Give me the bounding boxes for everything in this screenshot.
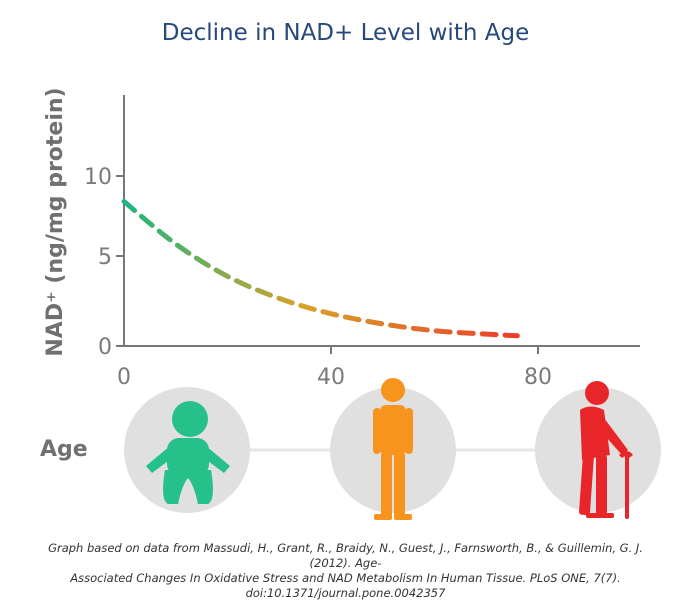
nad-series-points (122, 200, 519, 338)
adult-icon (373, 378, 413, 520)
baby-icon (146, 401, 230, 504)
y-tick-label-5: 5 (98, 245, 112, 270)
age-label: Age (40, 437, 88, 462)
baby-figure (124, 387, 250, 513)
citation: Graph based on data from Massudi, H., Gr… (30, 541, 661, 601)
citation-line-2: Associated Changes In Oxidative Stress a… (70, 571, 621, 585)
y-tick-label-0: 0 (98, 335, 112, 360)
elder-with-cane-icon (579, 381, 633, 519)
elder-figure (535, 381, 661, 519)
citation-line-3: doi:10.1371/journal.pone.0042357 (245, 586, 446, 600)
nad-series-line (121, 199, 520, 339)
y-tick-label-10: 10 (84, 165, 112, 190)
y-axis-label: NAD⁺ (ng/mg protein) (43, 87, 68, 356)
citation-line-1: Graph based on data from Massudi, H., Gr… (48, 541, 643, 570)
x-tick-label-0: 0 (117, 365, 131, 390)
adult-figure (330, 378, 456, 520)
x-tick-label-40: 40 (317, 365, 345, 390)
chart-title: Decline in NAD+ Level with Age (161, 20, 530, 46)
x-tick-label-80: 80 (524, 365, 552, 390)
